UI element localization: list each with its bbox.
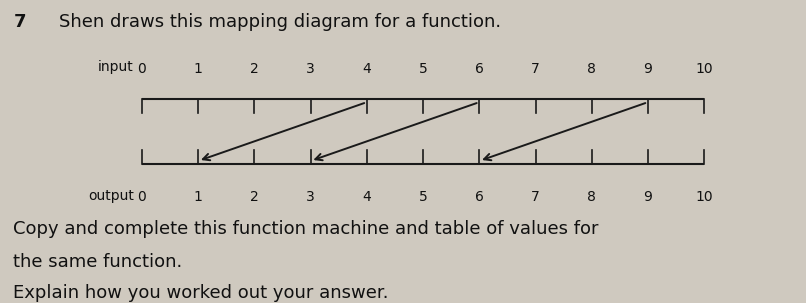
Text: 7: 7 [531, 62, 540, 75]
Text: the same function.: the same function. [14, 253, 183, 271]
Text: 8: 8 [588, 62, 596, 75]
Text: 10: 10 [696, 190, 713, 204]
Text: 4: 4 [363, 190, 372, 204]
Text: output: output [88, 189, 134, 203]
Text: 1: 1 [193, 190, 202, 204]
Text: Shen draws this mapping diagram for a function.: Shen draws this mapping diagram for a fu… [59, 13, 501, 31]
Text: 0: 0 [138, 62, 147, 75]
Text: 3: 3 [306, 190, 315, 204]
Text: 7: 7 [14, 13, 26, 31]
Text: 9: 9 [643, 62, 652, 75]
Text: 4: 4 [363, 62, 372, 75]
Text: 7: 7 [531, 190, 540, 204]
Text: 1: 1 [193, 62, 202, 75]
Text: 2: 2 [250, 62, 259, 75]
Text: 9: 9 [643, 190, 652, 204]
Text: 8: 8 [588, 190, 596, 204]
Text: Copy and complete this function machine and table of values for: Copy and complete this function machine … [14, 220, 599, 238]
Text: 6: 6 [475, 62, 484, 75]
Text: 10: 10 [696, 62, 713, 75]
Text: 5: 5 [418, 190, 427, 204]
Text: 6: 6 [475, 190, 484, 204]
Text: 5: 5 [418, 62, 427, 75]
Text: Explain how you worked out your answer.: Explain how you worked out your answer. [14, 284, 389, 302]
Text: input: input [98, 60, 134, 74]
Text: 3: 3 [306, 62, 315, 75]
Text: 0: 0 [138, 190, 147, 204]
Text: 2: 2 [250, 190, 259, 204]
